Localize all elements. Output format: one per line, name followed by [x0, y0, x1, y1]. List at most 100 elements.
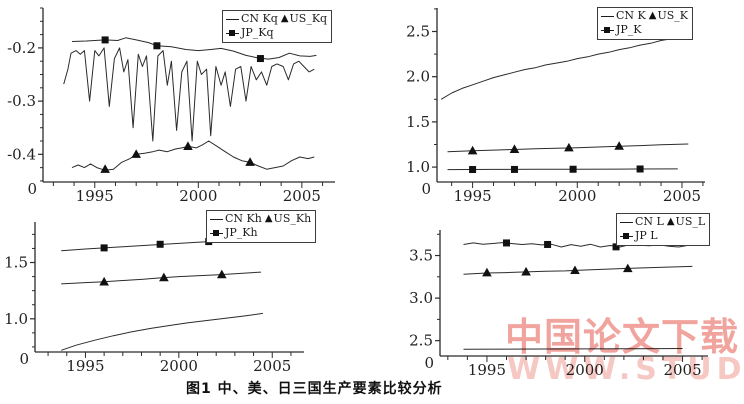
chart-canvas-kq: -0.4 -0.3 -0.2 1995 2000 2005 0	[7, 7, 335, 205]
legend-row: JP_K	[601, 23, 688, 37]
legend-row: JP_Kq	[226, 26, 327, 40]
y-tick-label: 3.5	[409, 247, 433, 265]
legend-row: CN K ▲ US_K	[601, 9, 688, 23]
chart-canvas-l: 2.5 3.0 3.5 1995 2000 2005 0	[409, 230, 708, 379]
legend-label: CN Kq	[241, 12, 278, 25]
legend-kh: CN Kh ▲ US_Kh JP_Kh	[206, 210, 317, 243]
legend-label: US_L	[675, 215, 706, 228]
square-marker	[544, 240, 552, 248]
triangle-marker	[570, 265, 580, 275]
square-marker-icon	[601, 26, 614, 34]
series-line-cn-kh	[61, 312, 263, 351]
x-tick-label: 1995	[76, 187, 114, 205]
square-marker	[256, 55, 264, 63]
x-tick-label: 1995	[468, 361, 506, 379]
x-tick-label: 2000	[558, 187, 596, 205]
legend-k: CN K ▲ US_K JP_K	[597, 7, 693, 40]
square-marker	[100, 244, 108, 252]
triangle-marker	[482, 267, 492, 277]
y-tick-label: 1.5	[406, 113, 430, 131]
triangle-marker	[622, 263, 633, 273]
chart-canvas-kh: 1.0 1.5 1995 2000 2005 0	[4, 222, 304, 375]
triangle-marker-icon: ▲	[648, 10, 657, 21]
line-marker-icon	[226, 18, 239, 20]
line-marker-icon	[620, 221, 633, 223]
square-marker	[156, 240, 164, 248]
triangle-marker	[99, 276, 109, 286]
y-tick-label: 1.0	[4, 310, 28, 328]
triangle-marker-icon: ▲	[264, 213, 273, 224]
square-marker	[569, 165, 577, 173]
legend-label: JP_Kh	[225, 226, 258, 239]
y-tick-label: 3.0	[409, 289, 433, 307]
legend-label: US_Kq	[289, 12, 328, 25]
x-tick-label: 1995	[66, 357, 104, 375]
x-tick-label: 2005	[663, 361, 701, 379]
legend-row: JP L	[620, 229, 705, 243]
triangle-marker	[509, 144, 520, 153]
x-tick-label: 2005	[283, 187, 321, 205]
legend-label: US_Kh	[273, 212, 312, 225]
x-tick-label: 2005	[663, 187, 701, 205]
legend-label: CN L	[635, 215, 664, 228]
chart-canvas-k: 1.0 1.5 2.0 2.5 1995 2000 2005 0	[406, 8, 705, 205]
y-tick-label: -0.3	[7, 92, 36, 110]
series-line-cn-l	[463, 348, 683, 350]
series-line-jp_k	[447, 168, 678, 171]
line-marker-icon	[210, 218, 223, 220]
triangle-marker-icon: ▲	[666, 216, 675, 227]
origin-label: 0	[421, 180, 431, 198]
y-tick-label: 1.5	[4, 254, 28, 272]
square-marker-icon	[226, 29, 239, 37]
origin-label: 0	[424, 354, 434, 372]
legend-kq: CN Kq ▲ US_Kq JP_Kq	[222, 10, 333, 43]
square-marker-icon	[210, 229, 223, 237]
y-tick-label: 2.5	[409, 332, 433, 350]
triangle-marker	[217, 269, 227, 279]
y-tick-label: 2.5	[406, 23, 430, 41]
x-tick-label: 2000	[160, 357, 198, 375]
watermark-text: 中国论文下载	[505, 315, 740, 359]
series-line-cn-kq	[63, 47, 315, 142]
figure-caption: 图1 中、美、日三国生产要素比较分析	[186, 381, 443, 397]
triangle-marker	[564, 142, 574, 152]
triangle-marker	[245, 157, 255, 166]
legend-row: CN L ▲ US_L	[620, 215, 705, 229]
square-marker	[153, 42, 161, 50]
legend-label: JP_Kq	[241, 26, 274, 39]
triangle-marker	[614, 141, 624, 150]
triangle-marker	[159, 272, 169, 282]
legend-l: CN L ▲ US_L JP L	[616, 213, 711, 246]
x-tick-label: 2005	[253, 357, 291, 375]
x-tick-label: 1995	[454, 187, 492, 205]
triangle-marker-icon: ▲	[280, 13, 289, 24]
square-marker	[503, 239, 511, 247]
square-marker	[510, 165, 518, 173]
square-marker	[469, 166, 477, 174]
square-marker	[612, 243, 620, 251]
watermark-url: WWW.STUDA.	[507, 352, 744, 387]
triangle-marker	[467, 145, 478, 155]
y-tick-label: 2.0	[406, 68, 430, 86]
legend-label: CN Kh	[225, 212, 262, 225]
series-line-cn-k	[440, 36, 683, 100]
origin-label: 0	[19, 350, 29, 368]
legend-row: CN Kq ▲ US_Kq	[226, 12, 327, 26]
legend-label: JP_K	[616, 23, 642, 36]
triangle-marker	[521, 266, 531, 276]
x-tick-label: 2000	[566, 361, 604, 379]
square-marker-icon	[620, 232, 633, 240]
series-line-jp_kq	[71, 37, 317, 60]
legend-row: JP_Kh	[210, 226, 311, 240]
square-marker	[636, 165, 644, 173]
legend-label: CN K	[616, 9, 646, 22]
triangle-marker	[100, 164, 110, 173]
origin-label: 0	[27, 180, 37, 198]
legend-label: JP L	[635, 229, 658, 242]
y-tick-label: -0.2	[7, 39, 36, 57]
triangle-marker	[183, 141, 193, 150]
square-marker	[101, 36, 109, 44]
legend-label: US_K	[657, 9, 688, 22]
y-tick-label: 1.0	[406, 158, 430, 176]
